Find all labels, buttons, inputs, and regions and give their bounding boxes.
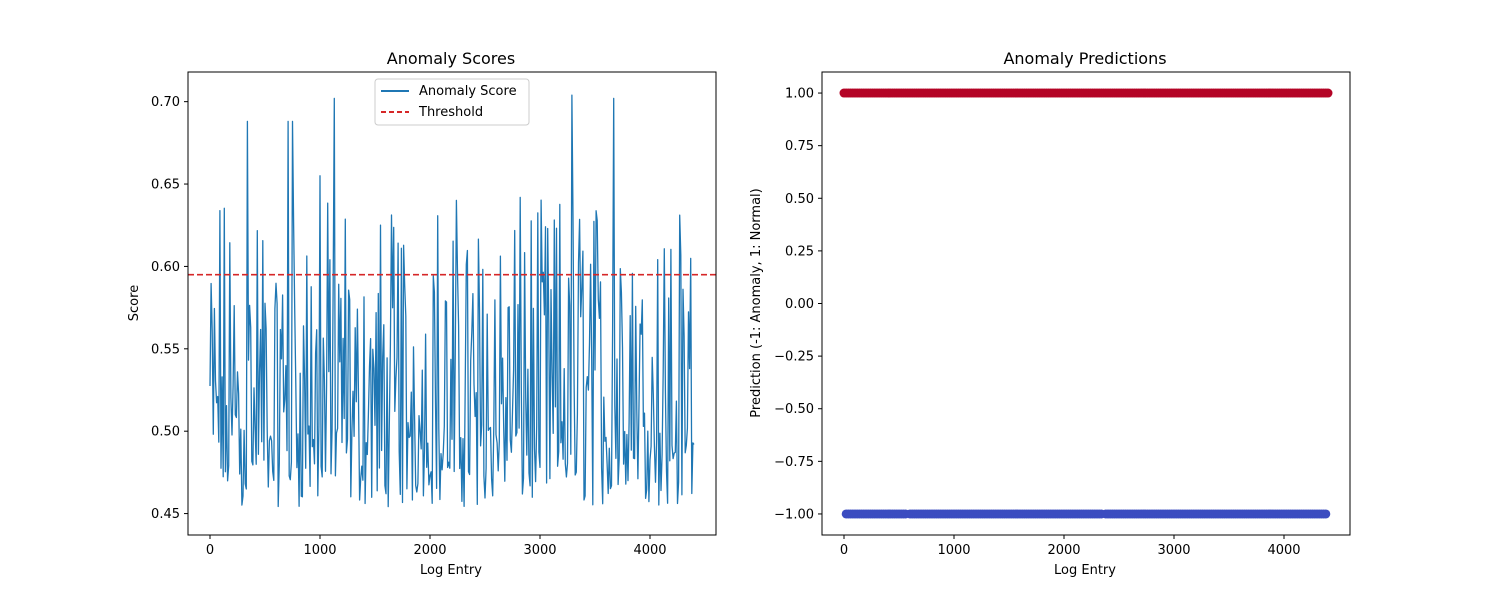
series-line-anomaly-score bbox=[209, 94, 695, 508]
x-tick-label: 2000 bbox=[413, 543, 446, 558]
y-tick-label: 0.65 bbox=[151, 178, 180, 193]
point-anomaly bbox=[1321, 509, 1331, 519]
x-tick-label: 0 bbox=[206, 543, 214, 558]
legend-label-score: Anomaly Score bbox=[419, 84, 517, 99]
legend: Anomaly Score Threshold bbox=[374, 78, 530, 126]
y-tick-label: 0.60 bbox=[151, 260, 180, 275]
x-tick-label: 0 bbox=[840, 543, 848, 558]
y-tick-label: 0.50 bbox=[785, 192, 814, 207]
y-tick-label: 0.45 bbox=[151, 507, 180, 522]
x-tick-label: 2000 bbox=[1047, 543, 1080, 558]
y-axis-label: Prediction (-1: Anomaly, 1: Normal) bbox=[749, 188, 764, 417]
y-tick-label: 0.75 bbox=[785, 139, 814, 154]
point-normal bbox=[1323, 88, 1333, 98]
y-axis-label: Score bbox=[127, 285, 142, 321]
x-axis-label: Log Entry bbox=[1054, 563, 1116, 578]
tick-layer: 0 1000 2000 3000 4000 −1.00 −0.75 −0.50 −0.25 0.0… bbox=[774, 87, 1300, 558]
chart-title: Anomaly Scores bbox=[387, 49, 515, 68]
x-tick-label: 3000 bbox=[1157, 543, 1190, 558]
anomaly-predictions-chart: Anomaly Predictions Log Entry Prediction… bbox=[749, 49, 1351, 578]
plot-area bbox=[839, 88, 1333, 519]
legend-label-threshold: Threshold bbox=[418, 105, 483, 120]
y-tick-label: 0.25 bbox=[785, 244, 814, 259]
chart-title: Anomaly Predictions bbox=[1003, 49, 1166, 68]
y-tick-label: 0.70 bbox=[151, 95, 180, 110]
tick-layer: 0 1000 2000 3000 4000 0.45 0.50 0.55 0.60 0.65 0.7… bbox=[151, 95, 667, 558]
x-tick-label: 1000 bbox=[303, 543, 336, 558]
x-tick-label: 3000 bbox=[523, 543, 556, 558]
y-tick-label: −0.75 bbox=[774, 455, 814, 470]
plot-frame bbox=[821, 71, 1351, 536]
plot-frame bbox=[187, 71, 717, 536]
y-tick-label: 1.00 bbox=[785, 87, 814, 102]
y-tick-label: 0.00 bbox=[785, 297, 814, 312]
x-tick-label: 1000 bbox=[937, 543, 970, 558]
y-tick-label: 0.55 bbox=[151, 342, 180, 357]
y-tick-label: −0.25 bbox=[774, 350, 814, 365]
x-tick-label: 4000 bbox=[633, 543, 666, 558]
x-axis-label: Log Entry bbox=[420, 563, 482, 578]
y-tick-label: 0.50 bbox=[151, 425, 180, 440]
legend-box bbox=[374, 78, 530, 126]
plot-area bbox=[188, 94, 716, 508]
y-tick-label: −0.50 bbox=[774, 402, 814, 417]
y-tick-label: −1.00 bbox=[774, 507, 814, 522]
x-tick-label: 4000 bbox=[1267, 543, 1300, 558]
anomaly-scores-chart: Anomaly Scores Log Entry Score 0 1000 2000… bbox=[127, 49, 717, 578]
